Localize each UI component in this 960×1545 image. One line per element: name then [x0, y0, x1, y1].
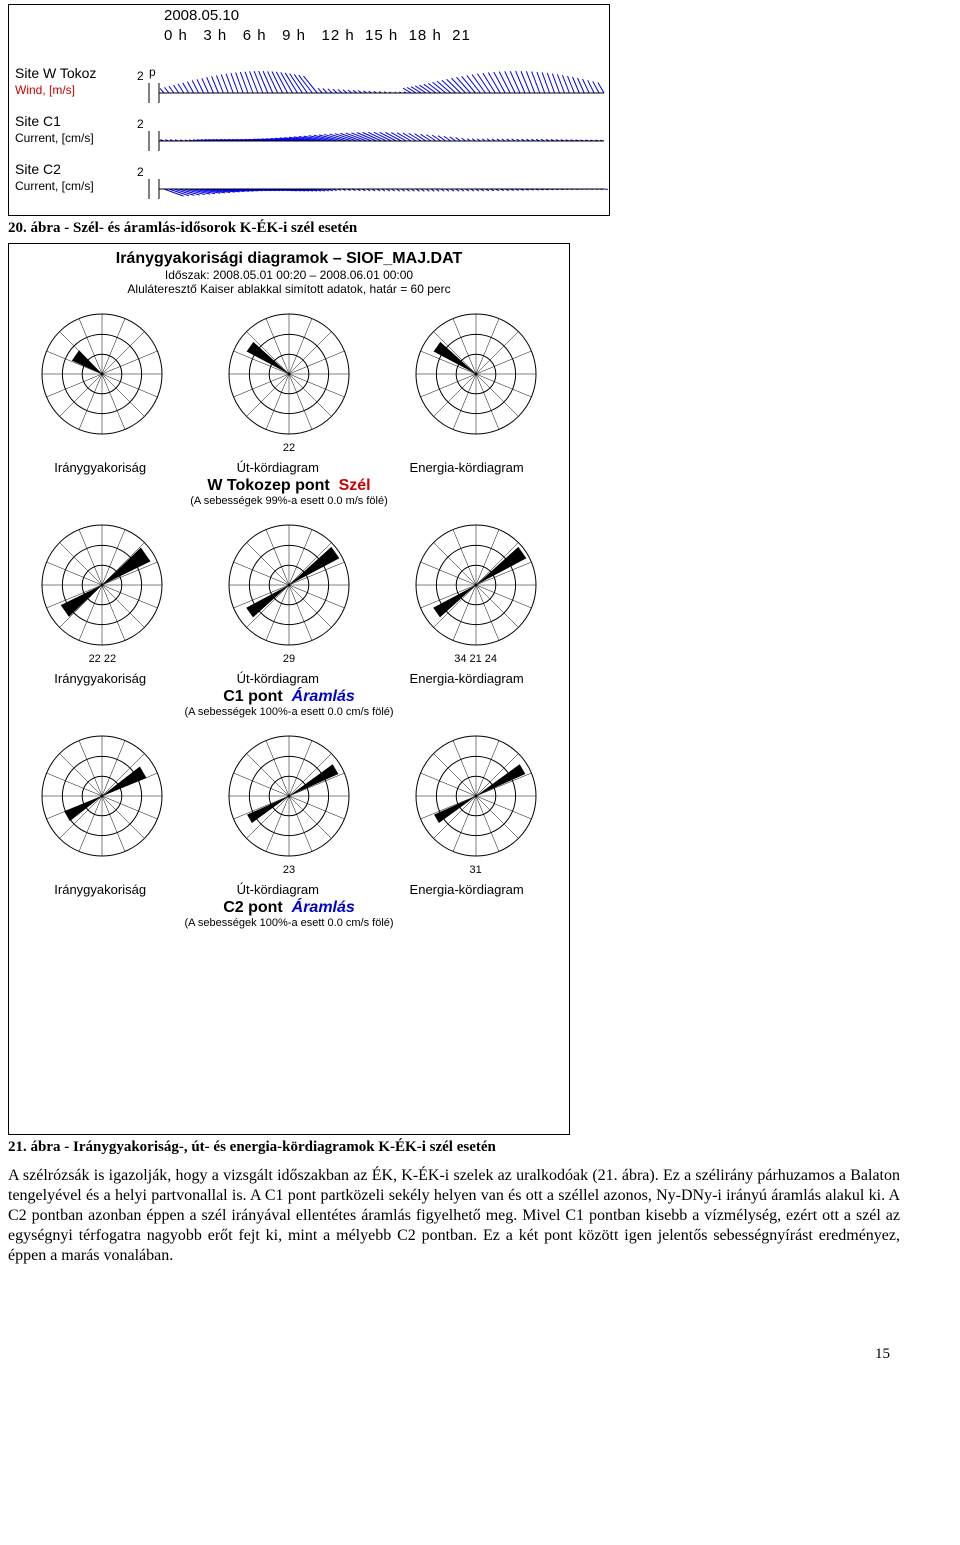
caption-fig20: 20. ábra - Szél- és áramlás-idősorok K-É… [8, 220, 960, 237]
rd-period: Időszak: 2008.05.01 00:20 – 2008.06.01 0… [9, 268, 569, 282]
rd-title: Iránygyakorisági diagramok – SIOF_MAJ.DA… [9, 244, 569, 268]
rd-filter: Aluláteresztő Kaiser ablakkal simított a… [9, 282, 569, 296]
timeseries-figure: 2008.05.10 0 h 3 h 6 h 9 h 12 h 15 h 18 … [8, 4, 610, 216]
rosediagram-figure: Iránygyakorisági diagramok – SIOF_MAJ.DA… [8, 243, 570, 1135]
body-paragraph: A szélrózsák is igazolják, hogy a vizsgá… [8, 1166, 900, 1266]
rd-body: 22IránygyakoriságÚt-kördiagramEnergia-kö… [9, 306, 569, 929]
caption-fig21: 21. ábra - Iránygyakoriság-, út- és ener… [8, 1139, 960, 1156]
timeseries-sticks [9, 5, 609, 215]
page-number: 15 [0, 1346, 890, 1363]
